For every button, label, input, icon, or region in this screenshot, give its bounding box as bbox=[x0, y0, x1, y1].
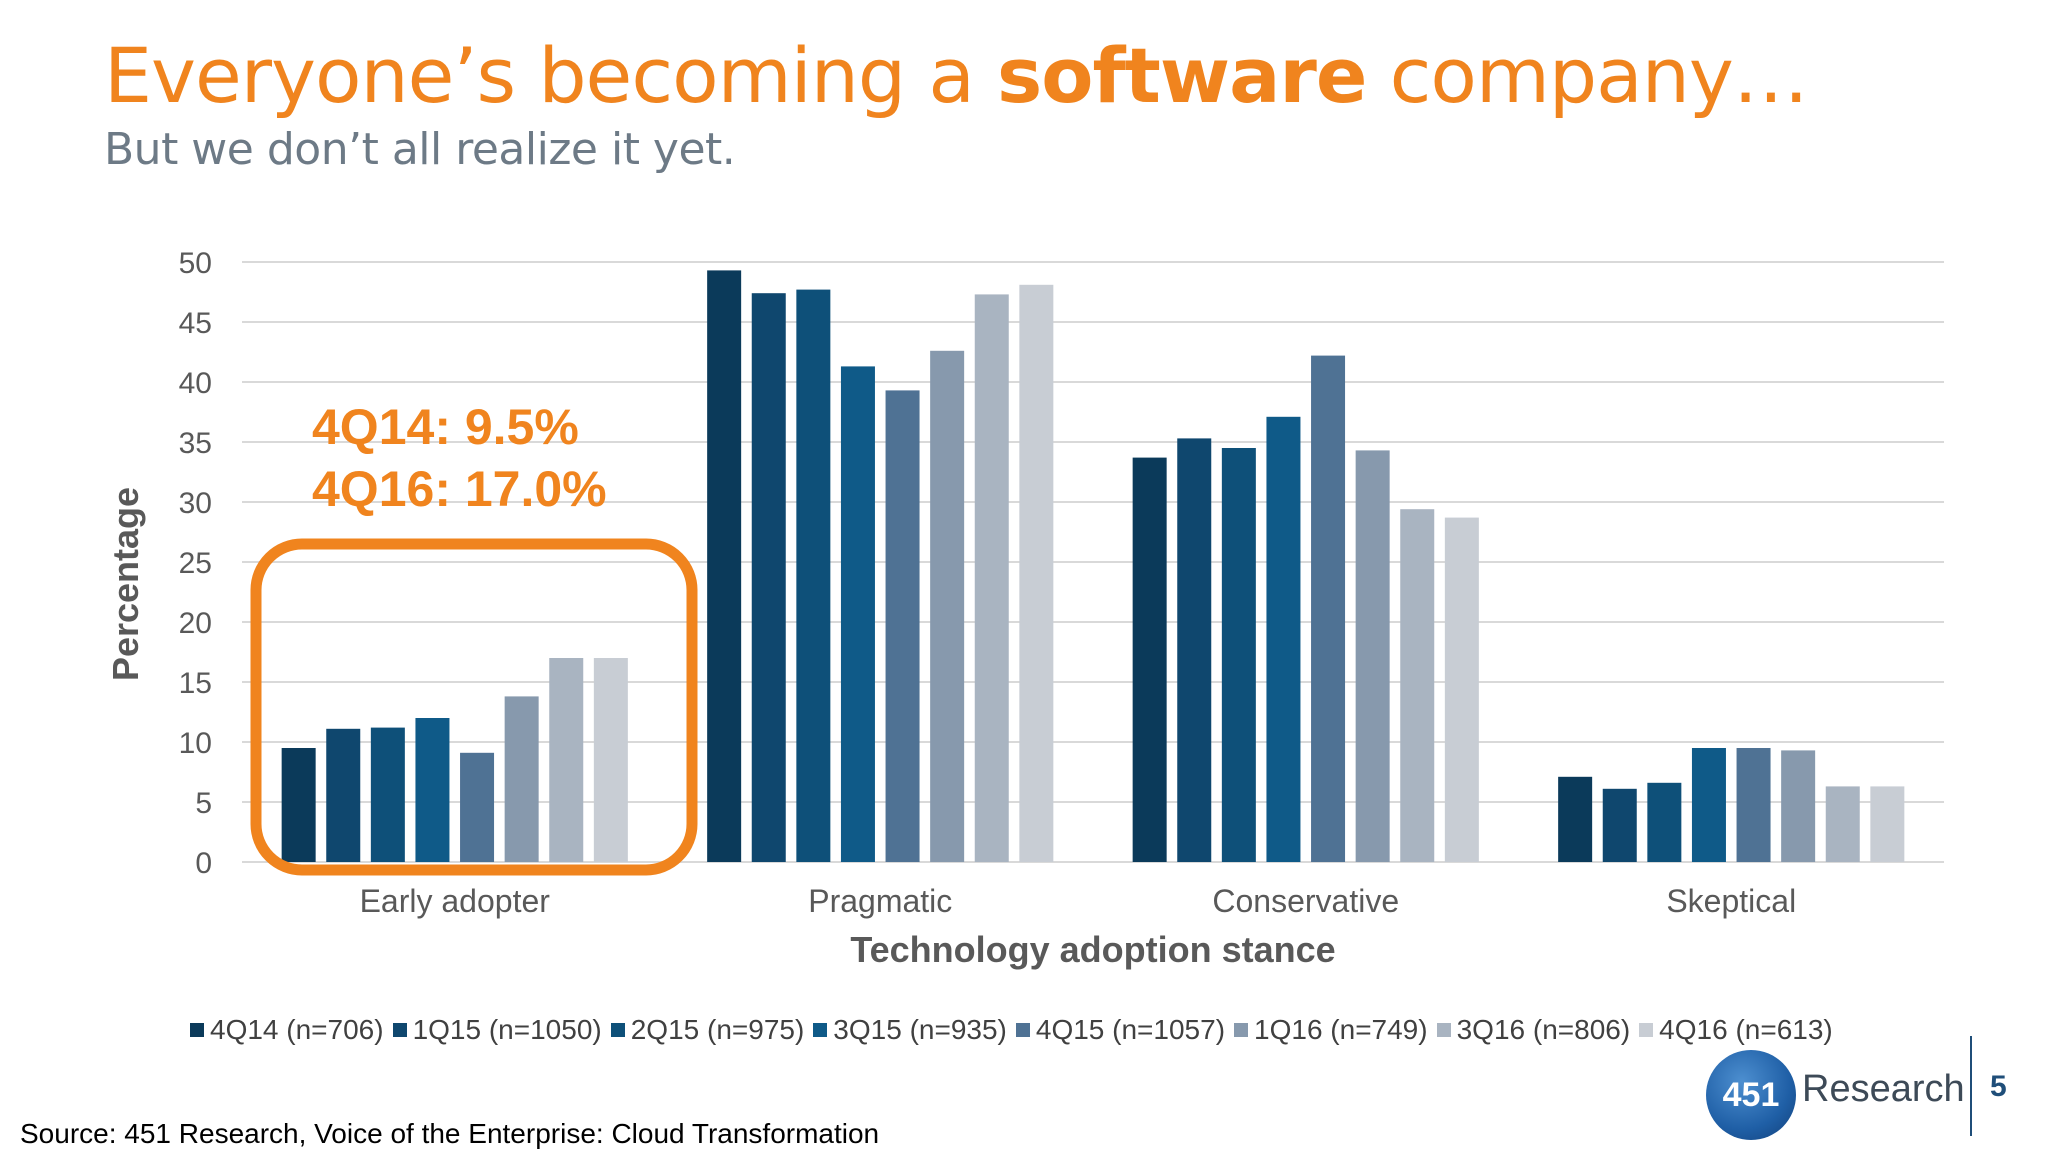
chart-legend: 4Q14 (n=706) 1Q15 (n=1050) 2Q15 (n=975) 3Q1… bbox=[190, 1010, 1842, 1050]
bar bbox=[370, 727, 405, 862]
source-note: Source: 451 Research, Voice of the Enter… bbox=[20, 1118, 880, 1149]
x-tick-label: Early adopter bbox=[360, 883, 551, 919]
bar bbox=[549, 658, 584, 862]
legend-item: 4Q16 (n=613) bbox=[1639, 1014, 1833, 1046]
legend-label: 4Q14 (n=706) bbox=[210, 1014, 384, 1045]
legend-swatch bbox=[1234, 1023, 1249, 1037]
slide-title: Everyone’s becoming a software company… bbox=[104, 30, 1809, 122]
highlight-annotation: 4Q16: 17.0% bbox=[312, 461, 607, 517]
legend-swatch bbox=[1436, 1023, 1451, 1037]
bar bbox=[593, 658, 628, 862]
bar bbox=[1177, 438, 1212, 862]
legend-swatch bbox=[610, 1023, 625, 1037]
x-tick-label: Conservative bbox=[1212, 883, 1399, 919]
x-axis-title: Technology adoption stance bbox=[850, 929, 1335, 970]
bar bbox=[930, 350, 965, 862]
bar bbox=[1221, 448, 1256, 862]
y-tick-label: 40 bbox=[179, 367, 212, 400]
legend-swatch bbox=[813, 1023, 828, 1037]
logo-badge: 451 bbox=[1706, 1050, 1796, 1140]
legend-label: 1Q16 (n=749) bbox=[1254, 1014, 1428, 1045]
y-tick-label: 0 bbox=[195, 847, 212, 880]
legend-item: 1Q15 (n=1050) bbox=[392, 1014, 602, 1046]
legend-item: 4Q14 (n=706) bbox=[190, 1014, 384, 1046]
legend-swatch bbox=[1639, 1023, 1654, 1037]
y-tick-label: 50 bbox=[179, 247, 212, 280]
title-bold-word: software bbox=[997, 31, 1367, 120]
bar bbox=[1311, 355, 1346, 862]
y-tick-label: 35 bbox=[179, 427, 212, 460]
bar bbox=[1825, 786, 1860, 862]
legend-swatch bbox=[392, 1023, 407, 1037]
page-number: 5 bbox=[1990, 1070, 2007, 1103]
bar bbox=[974, 294, 1009, 862]
legend-label: 3Q16 (n=806) bbox=[1456, 1014, 1631, 1045]
legend-item: 3Q16 (n=806) bbox=[1436, 1014, 1631, 1046]
bar bbox=[1647, 782, 1682, 862]
bar bbox=[1558, 776, 1593, 862]
logo-wordmark: Research bbox=[1802, 1068, 1965, 1110]
y-tick-label: 20 bbox=[179, 607, 212, 640]
y-tick-label: 25 bbox=[179, 547, 212, 580]
legend-item: 4Q15 (n=1057) bbox=[1015, 1014, 1226, 1046]
bar bbox=[415, 718, 450, 862]
bar bbox=[1400, 509, 1435, 862]
bar bbox=[1444, 517, 1479, 862]
bar bbox=[840, 366, 875, 862]
bar bbox=[1266, 416, 1301, 862]
bar bbox=[1736, 748, 1771, 862]
legend-label: 4Q15 (n=1057) bbox=[1035, 1014, 1226, 1045]
bar bbox=[885, 390, 920, 862]
bar bbox=[1132, 457, 1167, 862]
bar bbox=[460, 752, 495, 862]
legend-label: 4Q16 (n=613) bbox=[1659, 1014, 1833, 1045]
y-tick-label: 45 bbox=[179, 307, 212, 340]
legend-item: 2Q15 (n=975) bbox=[610, 1014, 805, 1046]
bar bbox=[751, 293, 786, 862]
bar bbox=[1355, 450, 1390, 862]
y-tick-label: 5 bbox=[195, 787, 212, 820]
y-tick-label: 30 bbox=[179, 487, 212, 520]
x-tick-label: Pragmatic bbox=[808, 883, 952, 919]
legend-swatch bbox=[190, 1023, 204, 1037]
highlight-annotation: 4Q14: 9.5% bbox=[312, 399, 579, 455]
legend-label: 2Q15 (n=975) bbox=[630, 1014, 805, 1045]
title-part1: Everyone’s becoming a bbox=[104, 31, 998, 120]
title-part2: company… bbox=[1366, 31, 1809, 120]
footer-divider bbox=[1970, 1036, 1972, 1136]
y-tick-label: 15 bbox=[179, 667, 212, 700]
y-axis-title: Percentage bbox=[105, 487, 146, 681]
legend-label: 1Q15 (n=1050) bbox=[412, 1014, 602, 1045]
legend-label: 3Q15 (n=935) bbox=[833, 1014, 1007, 1045]
legend-item: 3Q15 (n=935) bbox=[813, 1014, 1007, 1046]
bar bbox=[281, 748, 316, 862]
bar bbox=[1019, 284, 1054, 862]
bar bbox=[1691, 748, 1726, 862]
slide-subtitle: But we don’t all realize it yet. bbox=[104, 124, 736, 175]
y-tick-label: 10 bbox=[179, 727, 212, 760]
bar bbox=[1781, 750, 1816, 862]
bar bbox=[504, 696, 539, 862]
legend-item: 1Q16 (n=749) bbox=[1234, 1014, 1428, 1046]
bar-chart: 0 5 10 15 20 25 30 35 40 45 50 Early adopter Pragmat… bbox=[105, 247, 1944, 970]
bar bbox=[796, 289, 831, 863]
highlight-box bbox=[250, 538, 698, 876]
bar bbox=[326, 728, 361, 862]
legend-swatch bbox=[1015, 1023, 1030, 1037]
bar bbox=[1602, 788, 1637, 862]
bar bbox=[707, 270, 742, 862]
x-tick-label: Skeptical bbox=[1666, 883, 1796, 919]
company-logo: 451 Research bbox=[1706, 1050, 1965, 1140]
bar bbox=[1870, 786, 1905, 862]
